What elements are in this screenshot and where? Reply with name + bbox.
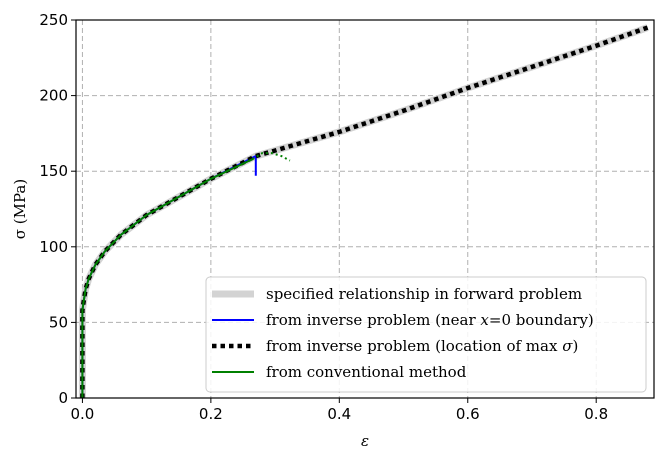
legend-label-inverse-max-suffix: )	[572, 337, 578, 355]
series-layer	[78, 24, 649, 398]
legend-label-forward: specified relationship in forward proble…	[266, 285, 582, 303]
y-tick-label: 50	[49, 313, 68, 331]
legend-label-inverse-boundary: from inverse problem (near x=0 boundary)	[266, 311, 594, 329]
y-axis-label: σ (MPa)	[11, 179, 29, 239]
legend: specified relationship in forward proble…	[205, 276, 647, 393]
x-tick-label: 0.6	[456, 405, 480, 423]
legend-label-inverse-boundary-suffix: =0 boundary)	[489, 311, 594, 329]
series-conventional-method	[81, 158, 254, 398]
plot-frame	[75, 19, 655, 399]
legend-box	[205, 276, 647, 393]
ticks: 0.0 0.2 0.4 0.6 0.8 0 50 100 150 200 250	[39, 11, 608, 423]
legend-label-inverse-max: from inverse problem (location of max σ)	[266, 337, 578, 355]
legend-label-inverse-boundary-prefix: from inverse problem (near	[266, 311, 480, 329]
x-tick-label: 0.8	[584, 405, 608, 423]
y-tick-label: 200	[39, 87, 68, 105]
legend-label-inverse-boundary-var: x	[480, 311, 489, 329]
y-tick-label: 150	[39, 162, 68, 180]
x-tick-label: 0.0	[70, 405, 94, 423]
x-tick-label: 0.4	[327, 405, 351, 423]
legend-label-conventional: from conventional method	[266, 363, 467, 381]
y-tick-label: 100	[39, 238, 68, 256]
x-tick-label: 0.2	[199, 405, 223, 423]
y-tick-label: 0	[58, 389, 68, 407]
y-tick-label: 250	[39, 11, 68, 29]
legend-label-inverse-max-var: σ	[562, 337, 573, 355]
legend-label-inverse-max-prefix: from inverse problem (location of max	[266, 337, 562, 355]
x-axis-label: ε	[361, 432, 369, 450]
series-conventional-extension	[252, 152, 291, 162]
